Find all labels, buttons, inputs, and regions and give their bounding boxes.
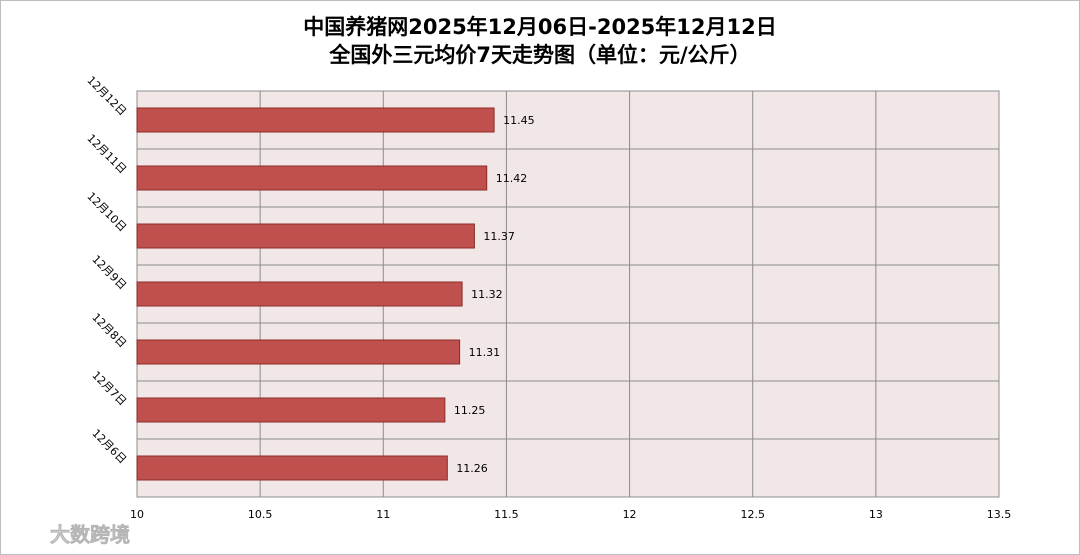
data-label: 11.25: [454, 404, 486, 417]
x-tick-label: 13: [869, 508, 883, 521]
bar: [136, 455, 448, 481]
x-tick-label: 13.5: [987, 508, 1012, 521]
chart-subtitle: 全国外三元均价7天走势图（单位：元/公斤）: [328, 43, 750, 67]
bar: [136, 107, 495, 133]
bar: [136, 165, 488, 191]
x-tick-label: 12: [623, 508, 637, 521]
bar: [136, 339, 461, 365]
x-tick-label: 10: [130, 508, 144, 521]
chart-title: 中国养猪网2025年12月06日-2025年12月12日: [303, 15, 777, 39]
x-tick-label: 12.5: [740, 508, 765, 521]
data-label: 11.45: [503, 114, 534, 127]
data-label: 11.31: [469, 346, 501, 359]
data-label: 11.42: [496, 172, 528, 185]
bar: [136, 397, 446, 423]
x-tick-label: 10.5: [248, 508, 273, 521]
watermark: 大数跨境: [50, 523, 130, 547]
bar: [136, 281, 463, 307]
bar: [136, 223, 475, 249]
data-label: 11.37: [483, 230, 515, 243]
x-tick-label: 11: [376, 508, 390, 521]
data-label: 11.26: [456, 462, 488, 475]
x-tick-label: 11.5: [494, 508, 519, 521]
data-label: 11.32: [471, 288, 503, 301]
